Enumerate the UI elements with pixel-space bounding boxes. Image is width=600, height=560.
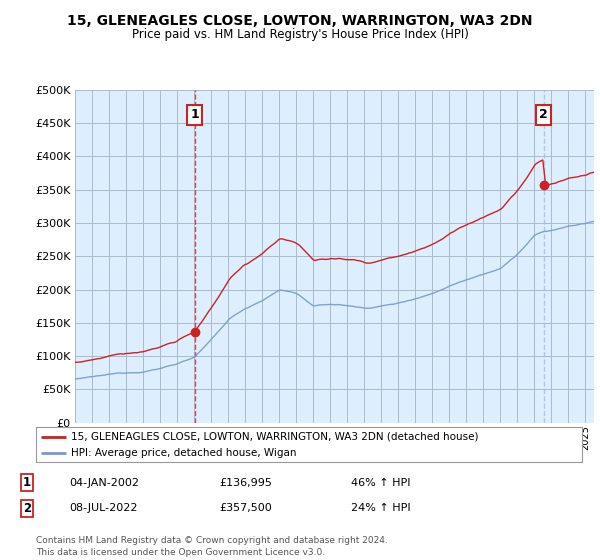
Text: Contains HM Land Registry data © Crown copyright and database right 2024.
This d: Contains HM Land Registry data © Crown c…	[36, 536, 388, 557]
Text: 1: 1	[23, 476, 31, 489]
Text: 04-JAN-2002: 04-JAN-2002	[69, 478, 139, 488]
Text: 15, GLENEAGLES CLOSE, LOWTON, WARRINGTON, WA3 2DN: 15, GLENEAGLES CLOSE, LOWTON, WARRINGTON…	[67, 14, 533, 28]
Text: £136,995: £136,995	[219, 478, 272, 488]
Text: 24% ↑ HPI: 24% ↑ HPI	[351, 503, 410, 514]
Text: 08-JUL-2022: 08-JUL-2022	[69, 503, 137, 514]
Text: 2: 2	[539, 109, 548, 122]
Text: 15, GLENEAGLES CLOSE, LOWTON, WARRINGTON, WA3 2DN (detached house): 15, GLENEAGLES CLOSE, LOWTON, WARRINGTON…	[71, 432, 479, 442]
Text: Price paid vs. HM Land Registry's House Price Index (HPI): Price paid vs. HM Land Registry's House …	[131, 28, 469, 41]
Text: 1: 1	[190, 109, 199, 122]
Text: HPI: Average price, detached house, Wigan: HPI: Average price, detached house, Wiga…	[71, 448, 297, 458]
Text: £357,500: £357,500	[219, 503, 272, 514]
Text: 46% ↑ HPI: 46% ↑ HPI	[351, 478, 410, 488]
Text: 2: 2	[23, 502, 31, 515]
